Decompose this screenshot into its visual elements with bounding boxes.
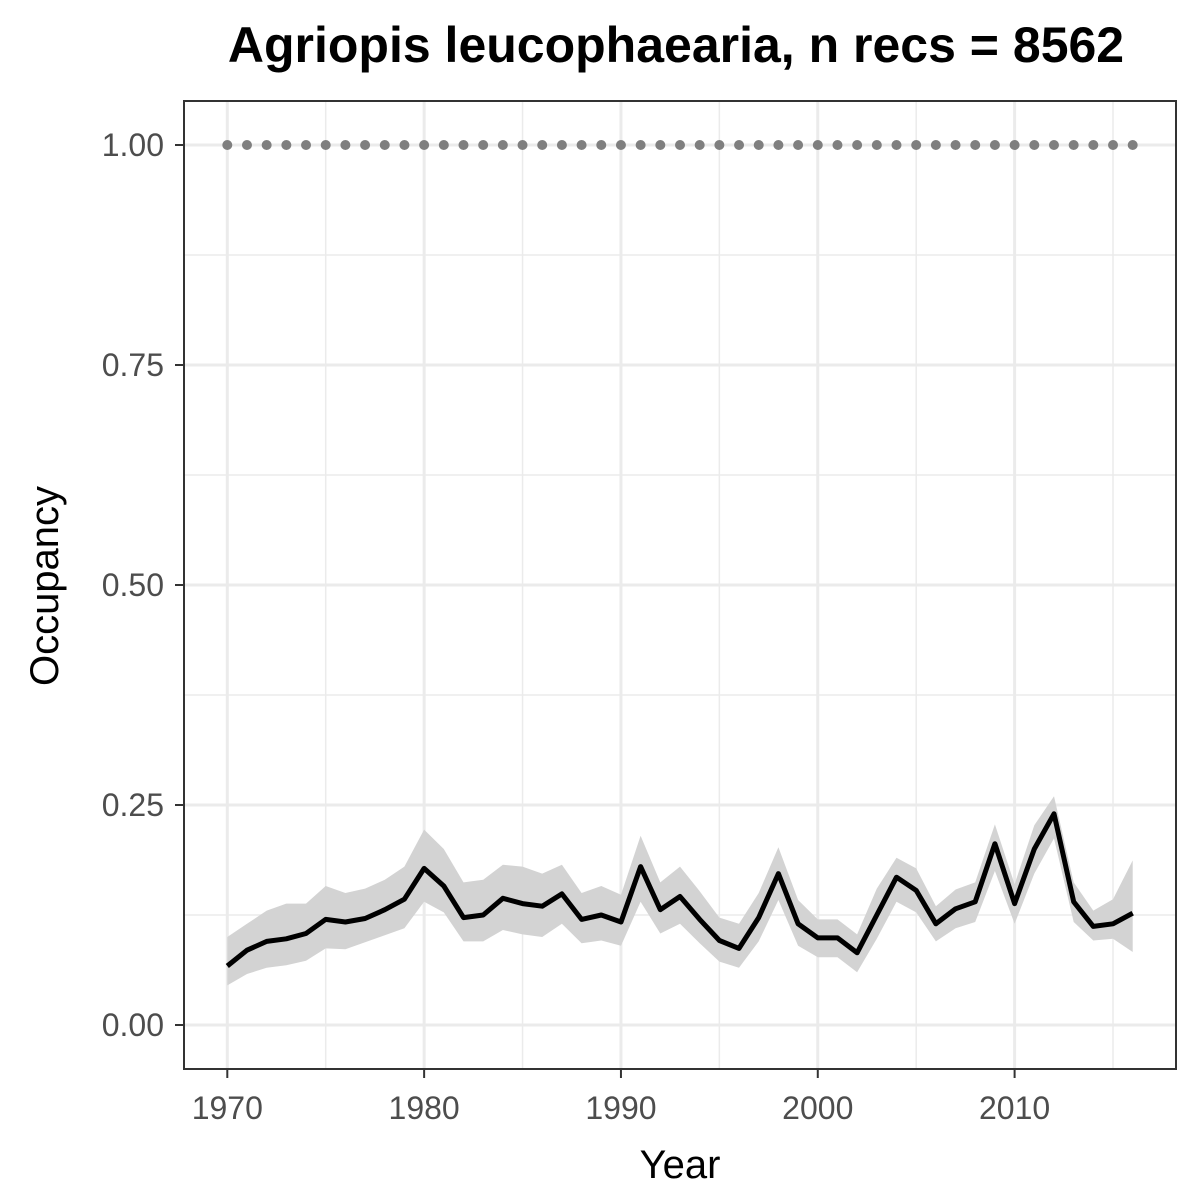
dotted-series-point xyxy=(871,140,882,150)
series-lines xyxy=(225,811,1134,968)
dotted-series-point xyxy=(891,140,902,150)
dotted-series-point xyxy=(911,140,922,150)
dotted-series-point xyxy=(281,140,292,150)
x-tick-label: 2000 xyxy=(782,1090,853,1126)
dotted-series-point xyxy=(301,140,312,150)
dotted-series-point xyxy=(852,140,863,150)
x-tick-label: 1970 xyxy=(192,1090,263,1126)
dotted-series-point xyxy=(222,140,233,150)
dotted-series-point xyxy=(320,140,331,150)
y-tick-label: 0.75 xyxy=(102,347,164,383)
dotted-series-point xyxy=(1127,140,1138,150)
y-axis: 0.00 0.25 0.50 0.75 1.00 xyxy=(102,127,184,1043)
dotted-series-point xyxy=(1108,140,1119,150)
dotted-series-point xyxy=(419,140,430,150)
dotted-series-point xyxy=(399,140,410,150)
dotted-series-point xyxy=(596,140,607,150)
dotted-series-point xyxy=(576,140,587,150)
y-tick-label: 1.00 xyxy=(102,127,164,163)
dotted-series-point xyxy=(734,140,745,150)
plot-panel xyxy=(183,100,1177,1070)
series-points xyxy=(222,140,1138,150)
dotted-series-point xyxy=(1088,140,1099,150)
dotted-series-point xyxy=(655,140,666,150)
dotted-series-point xyxy=(615,140,626,150)
dotted-series-point xyxy=(537,140,548,150)
x-axis: 1970 1980 1990 2000 2010 xyxy=(192,1069,1050,1126)
confidence-ribbons xyxy=(227,796,1133,986)
dotted-series-point xyxy=(1048,140,1059,150)
dotted-series-point xyxy=(1029,140,1040,150)
x-axis-label: Year xyxy=(640,1143,721,1187)
dotted-series-point xyxy=(793,140,804,150)
dotted-series-point xyxy=(241,140,252,150)
x-tick-label: 1990 xyxy=(585,1090,656,1126)
dotted-series-point xyxy=(517,140,528,150)
dotted-series-point xyxy=(989,140,1000,150)
dotted-series-point xyxy=(930,140,941,150)
dotted-series-point xyxy=(1068,140,1079,150)
y-axis-label: Occupancy xyxy=(23,486,67,686)
dotted-series-point xyxy=(970,140,981,150)
dotted-series-point xyxy=(379,140,390,150)
dotted-series-point xyxy=(773,140,784,150)
dotted-series-point xyxy=(714,140,725,150)
dotted-series-point xyxy=(753,140,764,150)
dotted-series-point xyxy=(832,140,843,150)
dotted-series-point xyxy=(635,140,646,150)
dotted-series-point xyxy=(478,140,489,150)
dotted-series-point xyxy=(675,140,685,150)
occupancy-line xyxy=(225,811,1134,968)
x-tick-label: 2010 xyxy=(979,1090,1050,1126)
dotted-series-point xyxy=(950,140,961,150)
y-tick-label: 0.00 xyxy=(102,1007,164,1043)
confidence-ribbon xyxy=(227,796,1133,986)
dotted-series-point xyxy=(438,140,449,150)
dotted-series-point xyxy=(458,140,469,150)
y-tick-label: 0.25 xyxy=(102,787,164,823)
chart-title: Agriopis leucophaearia, n recs = 8562 xyxy=(228,17,1124,73)
dotted-series-point xyxy=(261,140,272,150)
dotted-series-point xyxy=(340,140,351,150)
dotted-series-point xyxy=(812,140,823,150)
dotted-series-point xyxy=(556,140,567,150)
dotted-series-point xyxy=(360,140,371,150)
y-tick-label: 0.50 xyxy=(102,567,164,603)
dotted-series-point xyxy=(1009,140,1020,150)
dotted-series-point xyxy=(497,140,508,150)
x-tick-label: 1980 xyxy=(389,1090,460,1126)
dotted-series-point xyxy=(694,140,705,150)
